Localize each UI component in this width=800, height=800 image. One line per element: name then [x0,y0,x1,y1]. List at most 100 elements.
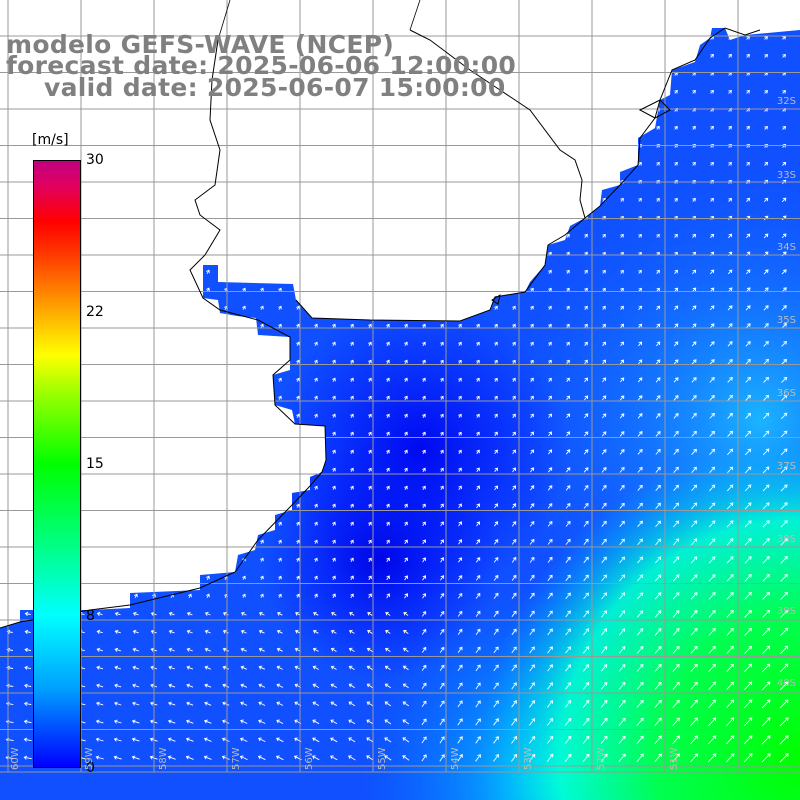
wind-arrow [746,197,751,203]
forecast-date: forecast date: 2025-06-06 12:00:00 [6,51,517,80]
wind-arrow [710,19,713,22]
wind-arrow [404,575,408,581]
wind-arrow [654,753,662,763]
wind-arrow [546,735,554,744]
wind-arrow [583,485,589,491]
wind-arrow [97,233,102,238]
wind-arrow [242,377,246,382]
wind-arrow [601,610,607,618]
lon-label: 51W [669,747,680,770]
wind-arrow [692,19,695,22]
wind-arrow [7,467,12,472]
wind-arrow [384,755,392,761]
wind-arrow [366,719,374,725]
wind-arrow [422,485,426,490]
wind-arrow [529,538,535,545]
wind-arrow [206,125,210,131]
wind-arrow [24,629,31,635]
wind-arrow [242,413,246,418]
wind-arrow [132,611,139,616]
wind-arrow [638,341,643,347]
wind-arrow [240,737,248,742]
wind-arrow [601,449,607,455]
wind-arrow [368,413,372,418]
wind-arrow [763,376,770,383]
wind-arrow [115,521,120,527]
wind-arrow [673,448,679,455]
wind-arrow [350,359,354,364]
wind-arrow [584,197,588,202]
wind-arrow [314,467,318,472]
wind-arrow [440,592,445,599]
wind-arrow [167,737,176,742]
wind-arrow [332,323,336,328]
wind-arrow [619,466,625,473]
wind-arrow [548,18,551,21]
wind-arrow [781,269,787,275]
wind-arrow [654,610,662,618]
wind-arrow [493,700,499,708]
wind-arrow [169,341,174,347]
wind-arrow [278,125,282,130]
wind-arrow [781,376,788,383]
wind-arrow [169,161,174,167]
wind-arrow [726,538,734,546]
wind-arrow [745,394,751,401]
wind-arrow [403,611,409,616]
wind-arrow [690,538,698,546]
wind-arrow [547,700,554,708]
wind-arrow [97,377,102,382]
wind-arrow [691,448,697,455]
wind-arrow [350,323,354,328]
wind-arrow [278,557,282,562]
wind-arrow [618,699,626,708]
wind-arrow [458,161,462,166]
wind-arrow [493,556,499,563]
wind-arrow [366,683,373,689]
wind-arrow [761,699,771,709]
wind-arrow [583,628,589,636]
wind-arrow [330,647,337,652]
wind-arrow [386,323,390,328]
wind-arrow [584,323,588,328]
wind-arrow [511,700,517,708]
wind-arrow [402,737,410,743]
wind-arrow [7,377,12,382]
wind-arrow [512,161,516,166]
wind-arrow [386,413,390,418]
wind-arrow [511,682,517,690]
wind-arrow [260,431,264,436]
wind-arrow [332,449,336,454]
wind-arrow [95,737,104,742]
wind-arrow [25,521,30,526]
wind-arrow [530,89,534,94]
wind-arrow [439,664,445,671]
wind-arrow [332,503,336,508]
wind-arrow [440,377,444,382]
wind-arrow [744,466,752,474]
wind-arrow [116,18,119,22]
wind-arrow [278,521,282,526]
wind-arrow [727,448,734,456]
wind-arrow [222,665,229,670]
wind-arrow [206,557,210,563]
wind-arrow [530,341,534,346]
wind-arrow [600,735,608,744]
wind-arrow [619,574,625,582]
wind-arrow [655,520,662,528]
wind-arrow [565,467,571,473]
wind-arrow [548,413,552,419]
wind-arrow [475,592,481,599]
wind-arrow [494,161,498,166]
wind-arrow [763,197,769,203]
wind-arrow [476,197,480,202]
wind-arrow [242,269,246,274]
wind-arrow [350,269,354,274]
wind-arrow [583,664,590,672]
wind-arrow [512,89,516,94]
wind-arrow [548,359,552,364]
wind-arrow [332,269,336,274]
wind-arrow [584,53,588,58]
wind-arrow [221,737,230,742]
wind-arrow [187,539,192,545]
